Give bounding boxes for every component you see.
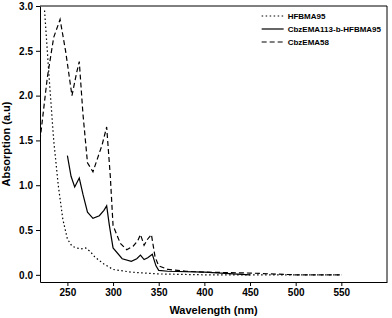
y-tick-mark [36,96,40,97]
y-tick-mark [36,140,40,141]
y-tick-mark [36,230,40,231]
x-tick-label: 350 [151,287,168,298]
x-tick-label: 450 [242,287,259,298]
legend-item: CbzEMA113-b-HFBMA95 [262,25,382,34]
y-axis: 0.0 0.5 1.0 1.5 2.0 2.5 3.0 [19,1,40,283]
x-axis-title: Wavelength (nm) [169,304,258,316]
x-tick: 500 [288,282,305,298]
y-tick-mark [36,6,40,7]
x-axis-line [41,282,388,283]
y-tick: 1.0 [19,180,40,191]
y-tick-label: 1.0 [19,180,33,191]
x-tick-mark [341,282,342,286]
series-line [45,10,342,274]
x-tick-label: 300 [105,287,122,298]
x-tick-mark [204,282,205,286]
x-tick-mark [159,282,160,286]
series-line [40,19,341,274]
series-line [67,156,250,275]
legend-label: HFBMA95 [288,12,326,21]
chart: 250 300 350 400 450 500 550 0.0 0.5 1.0 1.5 2.0 2.5 3… [0,0,392,318]
x-tick: 400 [197,282,214,298]
y-tick: 0.0 [19,270,40,281]
x-tick-label: 400 [197,287,214,298]
y-tick-label: 1.5 [19,135,33,146]
y-tick: 1.5 [19,135,40,146]
legend-label: CbzEMA113-b-HFBMA95 [288,25,382,34]
legend-item: HFBMA95 [262,12,326,21]
x-tick-label: 250 [60,287,77,298]
x-axis: 250 300 350 400 450 500 550 [41,282,388,298]
x-tick-mark [67,282,68,286]
legend: HFBMA95 CbzEMA113-b-HFBMA95 CbzEMA58 [262,12,382,47]
y-tick-label: 0.0 [19,270,33,281]
y-tick-label: 2.5 [19,46,33,57]
x-tick: 250 [60,282,77,298]
x-tick-mark [296,282,297,286]
y-tick-label: 3.0 [19,1,33,12]
frame [40,6,387,7]
y-tick: 2.0 [19,90,40,101]
x-tick: 350 [151,282,168,298]
x-tick-mark [250,282,251,286]
frame [387,6,388,282]
plot: 250 300 350 400 450 500 550 0.0 0.5 1.0 1.5 2.0 2.5 3… [19,1,387,298]
y-tick: 2.5 [19,46,40,57]
legend-swatch [262,28,284,29]
y-axis-title: Absorption (a.u) [0,101,12,186]
y-tick: 3.0 [19,1,40,12]
x-tick-label: 500 [288,287,305,298]
y-axis-line [40,7,41,283]
x-tick: 300 [105,282,122,298]
y-tick-mark [36,185,40,186]
y-tick-label: 0.5 [19,225,33,236]
y-tick-mark [36,51,40,52]
x-tick: 450 [242,282,259,298]
y-tick-label: 2.0 [19,90,33,101]
legend-swatch [262,15,284,16]
legend-swatch [262,41,284,42]
lines [40,10,341,274]
y-tick-mark [36,275,40,276]
x-tick: 550 [333,282,350,298]
legend-label: CbzEMA58 [288,38,330,47]
x-tick-label: 550 [333,287,350,298]
legend-item: CbzEMA58 [262,38,330,47]
x-tick-mark [113,282,114,286]
y-tick: 0.5 [19,225,40,236]
